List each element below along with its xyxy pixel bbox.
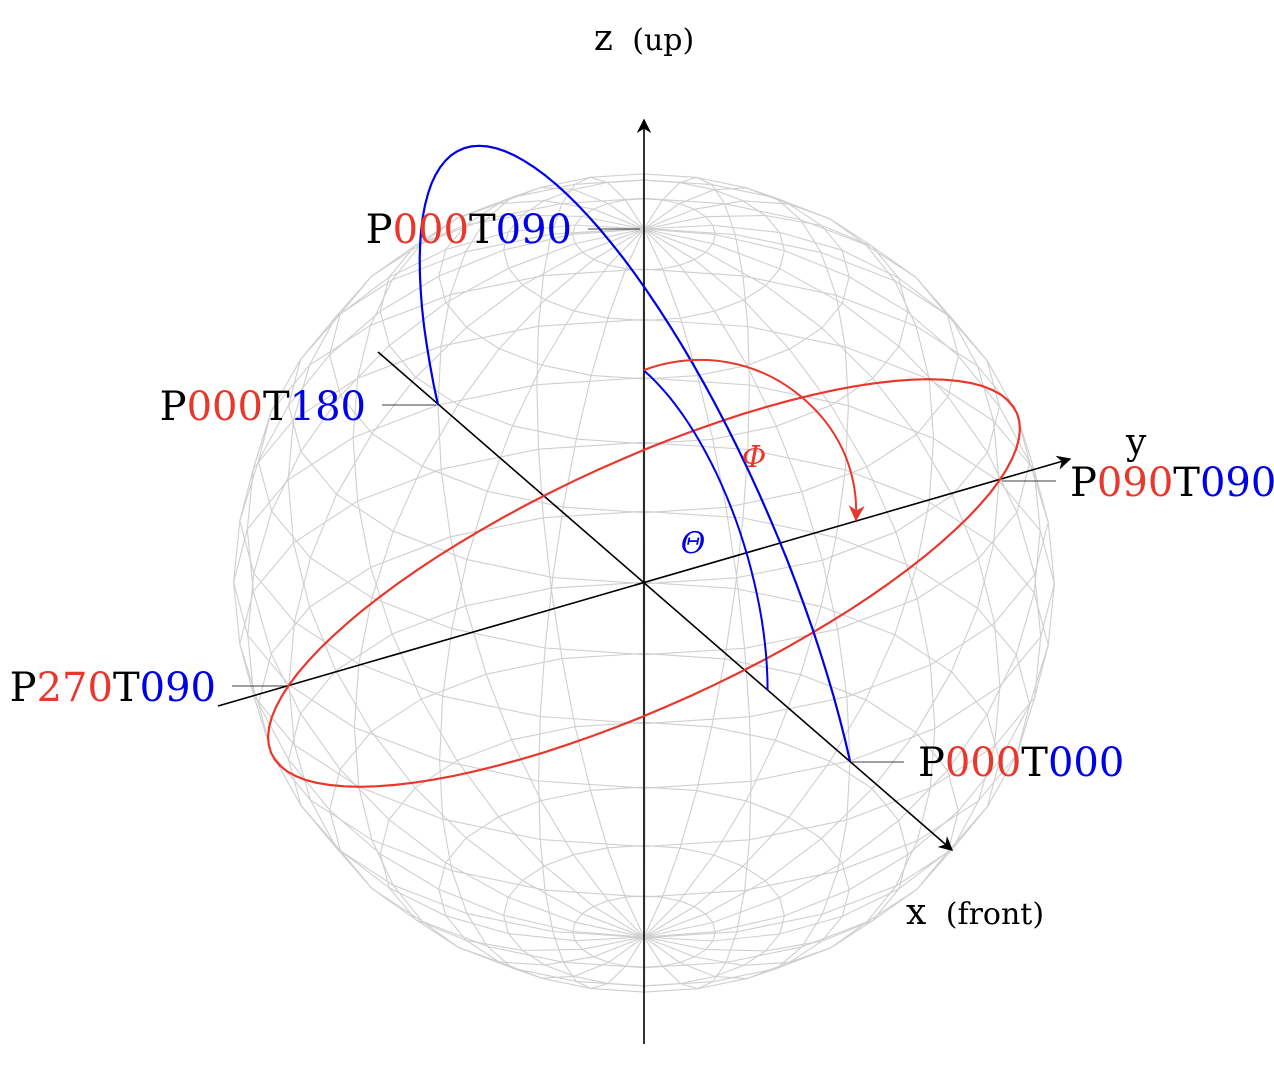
theta-label: Θ <box>681 526 706 561</box>
theta-angle-arc <box>643 369 769 690</box>
sphere-meridian <box>288 228 645 952</box>
coordinate-axes <box>217 118 1072 1044</box>
sphere-parallel <box>257 268 1031 656</box>
label-p000t090: P000T090 <box>366 207 572 253</box>
sphere-meridian <box>246 224 645 938</box>
sphere-meridian <box>643 214 1000 938</box>
sphere-meridian <box>352 200 645 938</box>
sphere-parallel <box>572 198 716 271</box>
sphere-parallel <box>329 652 959 969</box>
sphere-parallel <box>239 318 1049 725</box>
sphere-parallel <box>503 179 785 322</box>
x-axis <box>377 351 954 851</box>
sphere-parallel <box>438 786 850 993</box>
sphere-meridian <box>643 228 1042 942</box>
label-p270t090: P270T090 <box>10 665 216 711</box>
label-p000t180: P000T180 <box>160 384 366 430</box>
phi-angle-arc <box>643 359 865 522</box>
z-axis-letter: z <box>594 18 613 59</box>
sphere-parallel <box>239 441 1049 848</box>
sphere-meridian <box>643 228 936 966</box>
sphere-parallel <box>438 173 850 380</box>
y-axis-label: y <box>1125 422 1147 463</box>
sphere-meridian <box>643 228 752 990</box>
z-axis-label: z (up) <box>594 18 694 59</box>
label-p000t000: P000T000 <box>918 740 1124 786</box>
sphere-meridian <box>536 176 645 938</box>
sphere-meridian <box>439 228 645 979</box>
label-leaders <box>232 228 1056 763</box>
x-axis-sub: (front) <box>946 897 1044 932</box>
x-axis-label: x (front) <box>906 892 1044 933</box>
phi-label: Φ <box>742 440 767 475</box>
sphere-parallel <box>287 227 1001 585</box>
sphere-parallel <box>503 844 785 987</box>
y-axis <box>217 455 1072 707</box>
sphere-parallel <box>329 197 959 514</box>
theta-meridian-arc <box>418 144 852 762</box>
sphere-meridian <box>643 228 1055 938</box>
sphere-parallel <box>379 179 909 445</box>
label-p090t090: P090T090 <box>1070 460 1274 506</box>
x-axis-letter: x <box>906 892 926 933</box>
sphere-parallel <box>257 510 1031 898</box>
sphere-parallel <box>287 581 1001 939</box>
phi-great-circle <box>266 378 1022 788</box>
sphere-parallel <box>572 895 716 968</box>
z-axis-sub: (up) <box>632 23 694 58</box>
sphere-parallel <box>379 721 909 987</box>
sphere-meridian <box>233 228 645 938</box>
sphere-meridian <box>643 187 849 938</box>
